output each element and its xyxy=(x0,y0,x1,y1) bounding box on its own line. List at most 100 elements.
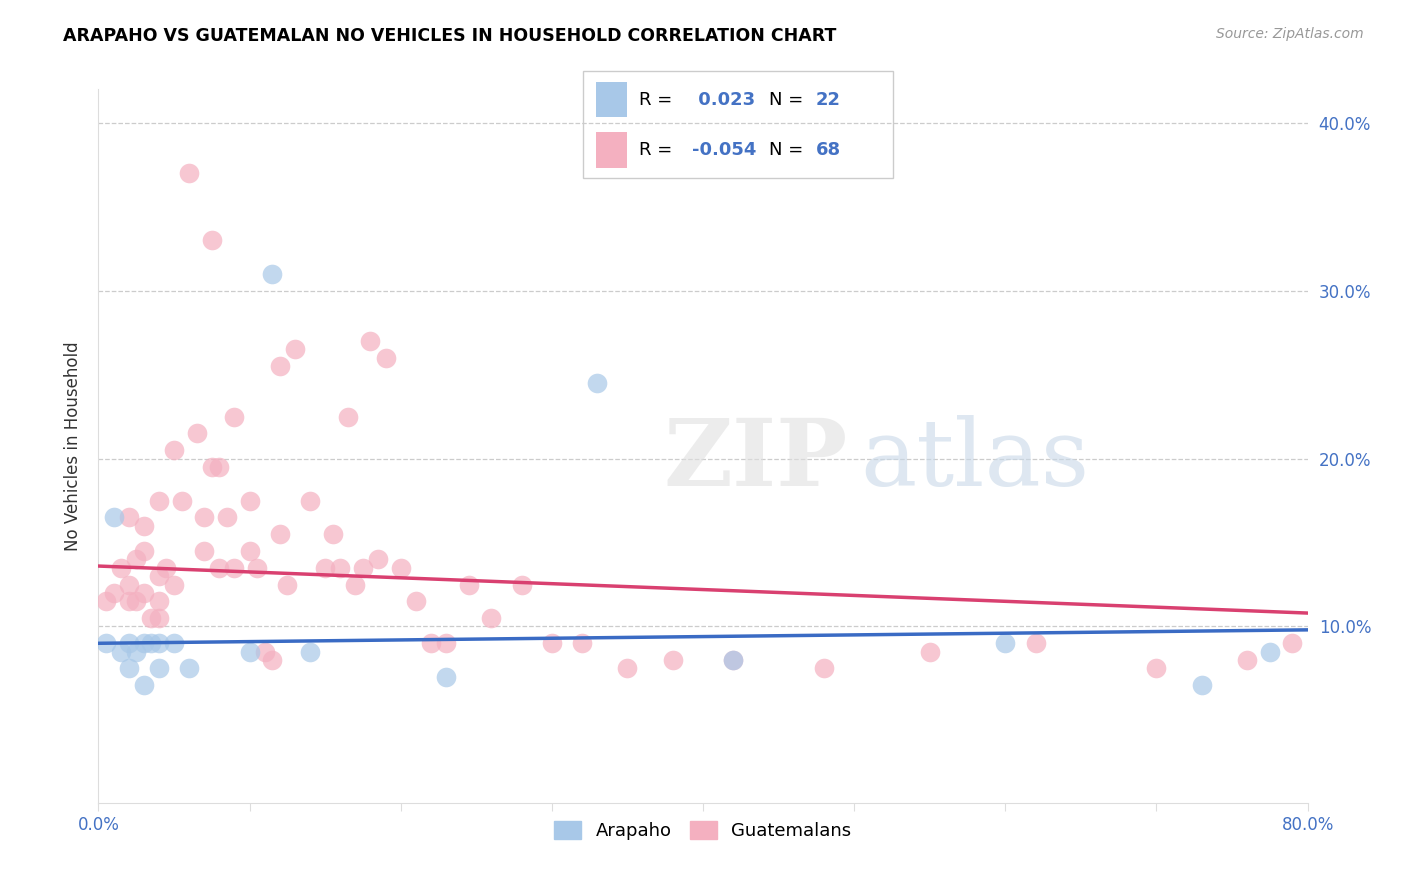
Point xyxy=(434,636,457,650)
Point xyxy=(389,560,412,574)
Point xyxy=(540,636,562,650)
Point xyxy=(1281,636,1303,650)
Point xyxy=(170,493,193,508)
Point xyxy=(141,611,163,625)
Point xyxy=(148,661,170,675)
Point xyxy=(1024,636,1046,650)
Point xyxy=(110,560,132,574)
Point xyxy=(239,645,262,659)
Text: 22: 22 xyxy=(815,91,841,109)
Point xyxy=(239,544,262,558)
Point xyxy=(186,426,208,441)
Point xyxy=(299,493,322,508)
Point xyxy=(1258,645,1281,659)
Point xyxy=(661,653,683,667)
Point xyxy=(723,653,745,667)
Point xyxy=(586,376,609,390)
Point xyxy=(299,645,322,659)
Point xyxy=(118,577,141,591)
Point xyxy=(163,577,186,591)
Point xyxy=(269,527,291,541)
Point xyxy=(201,460,224,475)
Point xyxy=(118,510,141,524)
Point xyxy=(994,636,1017,650)
Point xyxy=(918,645,941,659)
Point xyxy=(132,586,155,600)
Point xyxy=(208,560,231,574)
Text: atlas: atlas xyxy=(860,416,1090,505)
Text: 68: 68 xyxy=(815,141,841,159)
Point xyxy=(262,267,284,281)
Point xyxy=(125,645,148,659)
Point xyxy=(110,645,132,659)
Text: 0.023: 0.023 xyxy=(692,91,755,109)
Point xyxy=(352,560,374,574)
Point xyxy=(148,611,170,625)
Point xyxy=(224,409,246,424)
Point xyxy=(510,577,533,591)
Point xyxy=(571,636,593,650)
Point xyxy=(103,586,125,600)
Point xyxy=(132,518,155,533)
Text: Source: ZipAtlas.com: Source: ZipAtlas.com xyxy=(1216,27,1364,41)
Point xyxy=(201,233,224,247)
Point xyxy=(148,594,170,608)
Point xyxy=(246,560,269,574)
Point xyxy=(103,510,125,524)
Bar xyxy=(596,132,627,168)
Text: -0.054: -0.054 xyxy=(692,141,756,159)
Point xyxy=(125,594,148,608)
Text: ZIP: ZIP xyxy=(664,416,848,505)
Point xyxy=(118,594,141,608)
Point xyxy=(367,552,389,566)
Point xyxy=(208,460,231,475)
Point xyxy=(118,636,141,650)
Point xyxy=(1191,678,1213,692)
Point xyxy=(1236,653,1258,667)
Point xyxy=(322,527,344,541)
Text: R =: R = xyxy=(640,141,678,159)
Point xyxy=(148,636,170,650)
Point xyxy=(132,636,155,650)
Point xyxy=(314,560,336,574)
Point xyxy=(253,645,276,659)
Point xyxy=(276,577,298,591)
Point xyxy=(336,409,359,424)
Bar xyxy=(596,82,627,118)
Y-axis label: No Vehicles in Household: No Vehicles in Household xyxy=(65,341,83,551)
Point xyxy=(155,560,177,574)
Point xyxy=(329,560,352,574)
Point xyxy=(481,611,503,625)
Point xyxy=(148,569,170,583)
Point xyxy=(193,544,215,558)
Point xyxy=(148,493,170,508)
Point xyxy=(141,636,163,650)
Point xyxy=(215,510,238,524)
Text: ARAPAHO VS GUATEMALAN NO VEHICLES IN HOUSEHOLD CORRELATION CHART: ARAPAHO VS GUATEMALAN NO VEHICLES IN HOU… xyxy=(63,27,837,45)
Legend: Arapaho, Guatemalans: Arapaho, Guatemalans xyxy=(547,814,859,847)
Point xyxy=(457,577,479,591)
Text: R =: R = xyxy=(640,91,678,109)
Point xyxy=(284,343,307,357)
Point xyxy=(224,560,246,574)
Point xyxy=(374,351,396,365)
Point xyxy=(193,510,215,524)
Point xyxy=(616,661,638,675)
Point xyxy=(94,594,117,608)
Point xyxy=(163,443,186,458)
Point xyxy=(132,544,155,558)
Point xyxy=(94,636,117,650)
Point xyxy=(269,359,291,374)
Point xyxy=(1144,661,1167,675)
Point xyxy=(262,653,284,667)
Point xyxy=(179,661,201,675)
Point xyxy=(132,678,155,692)
Point xyxy=(360,334,382,348)
Text: N =: N = xyxy=(769,91,808,109)
Point xyxy=(125,552,148,566)
Point xyxy=(239,493,262,508)
Point xyxy=(420,636,443,650)
Point xyxy=(405,594,427,608)
Point xyxy=(434,670,457,684)
Point xyxy=(163,636,186,650)
